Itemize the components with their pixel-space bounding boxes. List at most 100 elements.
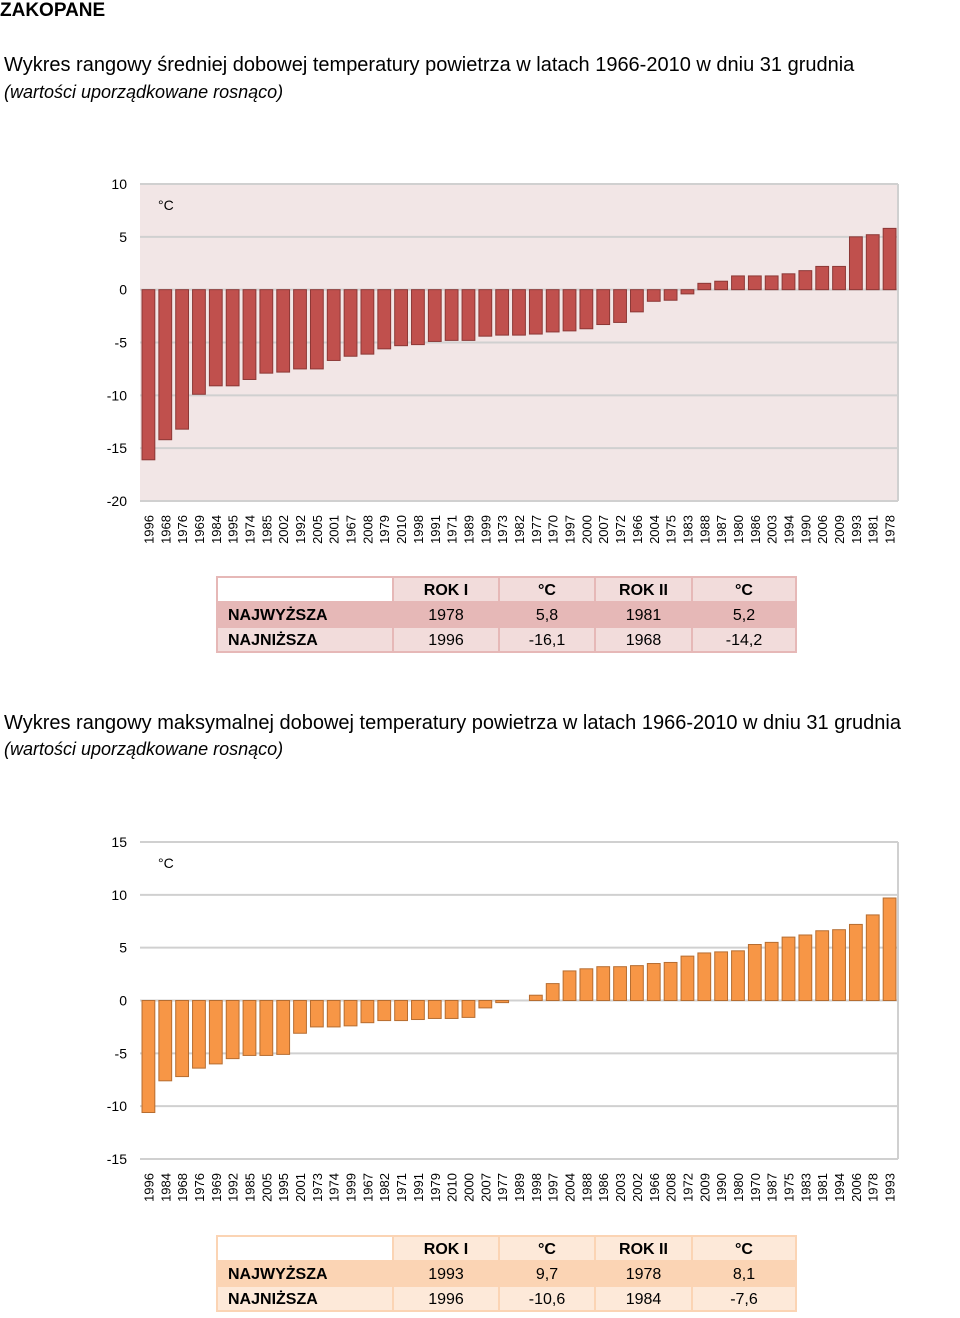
bar	[208, 1000, 223, 1065]
x-tick-label: 1998	[529, 1173, 544, 1202]
x-tick-label: 1986	[596, 1173, 611, 1202]
table-cell	[498, 1235, 596, 1262]
x-tick-label: 1982	[377, 1173, 392, 1202]
bar	[192, 1000, 206, 1069]
unit-label: °C	[158, 197, 174, 213]
bar	[242, 1000, 257, 1056]
x-tick-label: 1999	[344, 1173, 359, 1202]
x-tick-label: 1986	[748, 515, 763, 544]
table-value: 1978	[626, 1266, 662, 1283]
x-tick-label: 1973	[310, 1173, 325, 1202]
x-tick-label: 1979	[428, 1173, 443, 1202]
bar	[495, 289, 510, 336]
x-tick-label: 1984	[209, 515, 224, 544]
bar	[478, 289, 493, 337]
table-cell	[691, 1285, 797, 1312]
x-tick-label: 1990	[714, 1173, 729, 1202]
bar	[293, 289, 307, 370]
bar	[293, 1000, 307, 1034]
bar	[444, 289, 459, 341]
bar	[562, 289, 577, 332]
bar	[309, 1000, 324, 1028]
x-tick-label: 2006	[815, 515, 830, 544]
table-cell	[691, 626, 797, 653]
unit-label: °C	[158, 855, 174, 871]
x-tick-label: 1989	[461, 515, 476, 544]
x-tick-label: 1989	[512, 1173, 527, 1202]
table-cell	[594, 1285, 693, 1312]
table-value: 1993	[428, 1266, 464, 1283]
bar	[562, 970, 577, 1001]
bar	[175, 1000, 190, 1078]
x-tick-label: 1973	[495, 515, 510, 544]
bar	[680, 289, 695, 295]
bar	[495, 1000, 510, 1004]
y-tick-label: -10	[107, 387, 127, 403]
x-tick-label: 1980	[731, 515, 746, 544]
x-tick-label: 1977	[529, 515, 544, 544]
x-tick-label: 2008	[360, 515, 375, 544]
x-tick-label: 1976	[192, 1173, 207, 1202]
bar	[377, 289, 392, 350]
bar	[848, 923, 863, 1001]
bar	[697, 282, 712, 291]
bar	[781, 936, 796, 1001]
y-tick-label: -15	[107, 1151, 127, 1167]
bar	[731, 950, 745, 1002]
bar	[848, 236, 863, 291]
bar	[697, 952, 712, 1002]
table-value: NAJNIŻSZA	[228, 1290, 318, 1308]
bar	[579, 289, 594, 330]
bar	[731, 275, 745, 291]
table-header: °C	[538, 582, 556, 599]
table-value: NAJNIŻSZA	[228, 631, 318, 649]
x-tick-label: 1993	[849, 515, 864, 544]
bar	[815, 930, 830, 1002]
bar	[798, 270, 813, 291]
x-tick-label: 2000	[461, 1173, 476, 1202]
x-tick-label: 1975	[664, 515, 679, 544]
x-tick-label: 2003	[613, 1173, 628, 1202]
bar	[865, 234, 880, 291]
bar	[596, 289, 611, 326]
bar	[764, 941, 779, 1002]
bar	[343, 289, 358, 357]
table-value: 1996	[428, 1291, 464, 1308]
x-tick-label: 1996	[141, 1173, 156, 1202]
x-tick-label: 2006	[849, 1173, 864, 1202]
bar	[646, 963, 661, 1001]
bar	[764, 275, 779, 291]
x-tick-label: 1991	[428, 515, 443, 544]
table-value: -16,1	[529, 632, 566, 649]
table-header: °C	[538, 1241, 556, 1258]
bar	[545, 289, 560, 333]
x-tick-label: 1969	[192, 515, 207, 544]
bar	[528, 289, 543, 335]
bar	[613, 289, 627, 323]
y-tick-label: 5	[119, 940, 127, 956]
table-value: 1996	[428, 632, 464, 649]
table-cell	[216, 1235, 394, 1262]
x-tick-label: 2010	[394, 515, 409, 544]
table-cell	[216, 576, 394, 603]
x-tick-label: 1993	[883, 1173, 898, 1202]
bar	[175, 289, 190, 430]
x-tick-label: 1967	[360, 1173, 375, 1202]
table-value: 1981	[626, 607, 662, 624]
bar	[512, 289, 526, 336]
x-tick-label: 1981	[815, 1173, 830, 1202]
x-tick-label: 1990	[798, 515, 813, 544]
bar	[192, 289, 206, 395]
table-cell	[216, 626, 394, 653]
table-cell	[594, 1260, 693, 1287]
x-tick-label: 2002	[276, 515, 291, 544]
bar	[461, 289, 476, 341]
y-tick-label: -20	[107, 493, 127, 509]
x-tick-label: 2002	[630, 1173, 645, 1202]
bar	[141, 1000, 156, 1114]
x-tick-label: 1976	[175, 515, 190, 544]
x-tick-label: 1988	[697, 515, 712, 544]
bar	[613, 966, 627, 1001]
table-header: °C	[735, 582, 753, 599]
